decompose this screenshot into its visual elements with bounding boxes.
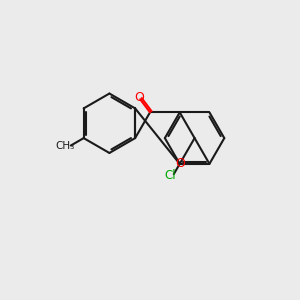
Text: CH₃: CH₃ <box>56 141 75 151</box>
Text: O: O <box>175 158 185 170</box>
Text: Cl: Cl <box>165 169 176 182</box>
Text: O: O <box>134 91 144 104</box>
